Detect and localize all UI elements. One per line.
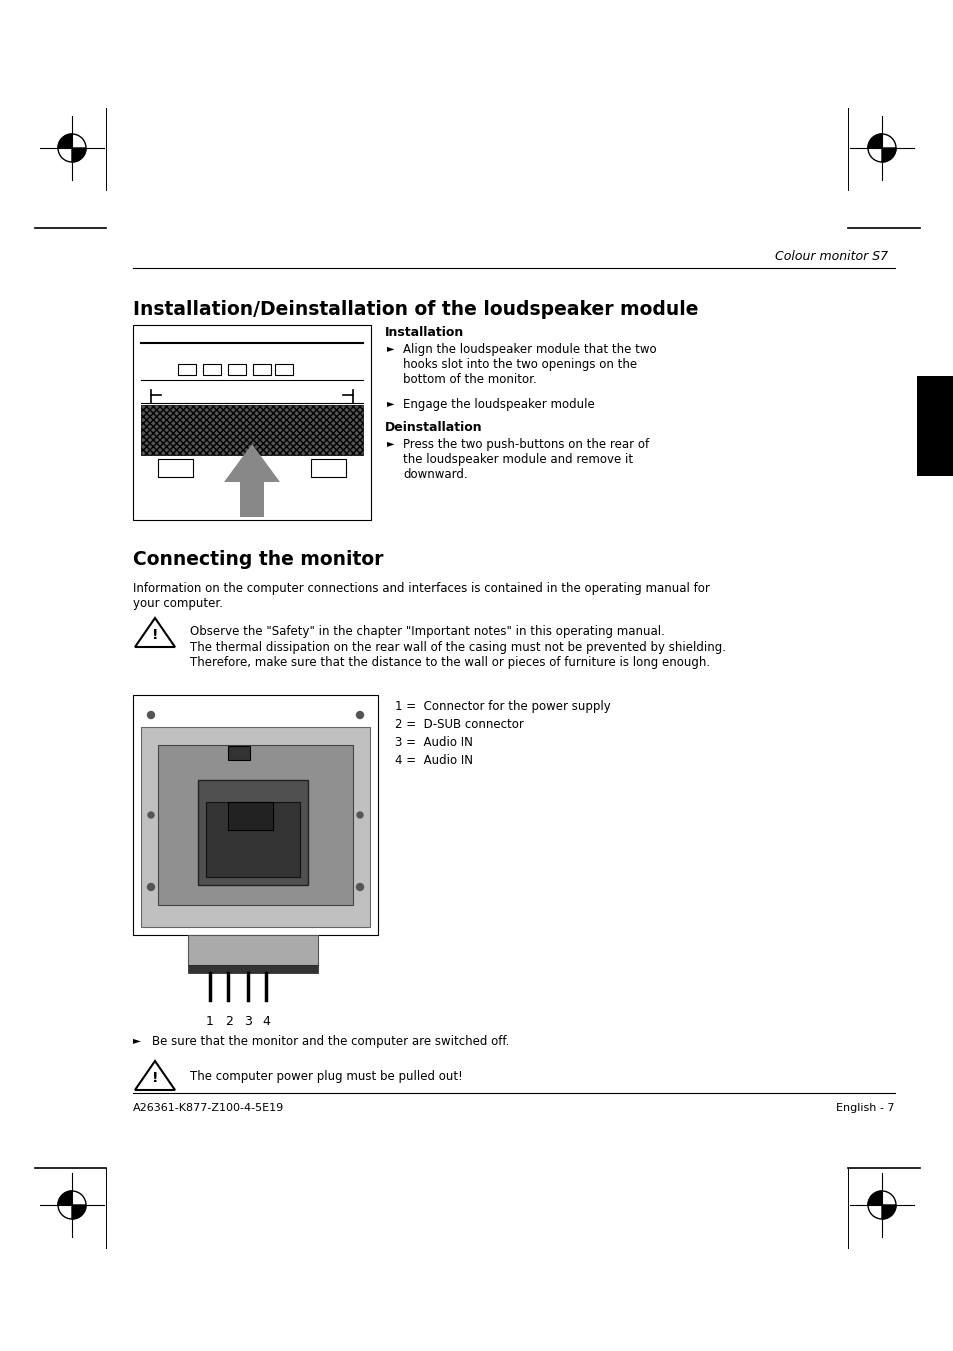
- Text: Information on the computer connections and interfaces is contained in the opera: Information on the computer connections …: [132, 582, 709, 611]
- Polygon shape: [135, 1061, 174, 1090]
- Bar: [158, 744, 353, 905]
- Polygon shape: [882, 1205, 895, 1219]
- Text: ►: ►: [387, 343, 395, 353]
- Polygon shape: [867, 134, 882, 149]
- Polygon shape: [224, 444, 280, 482]
- Bar: [141, 405, 363, 455]
- Bar: [132, 694, 377, 935]
- Text: Press the two push-buttons on the rear of
the loudspeaker module and remove it
d: Press the two push-buttons on the rear o…: [402, 438, 648, 481]
- Text: Connecting the monitor: Connecting the monitor: [132, 550, 383, 569]
- Bar: [206, 802, 299, 877]
- Text: Colour monitor S7: Colour monitor S7: [774, 250, 887, 263]
- Text: Installation/Deinstallation of the loudspeaker module: Installation/Deinstallation of the louds…: [132, 300, 698, 319]
- Text: A26361-K877-Z100-4-5E19: A26361-K877-Z100-4-5E19: [132, 1102, 284, 1113]
- Bar: [240, 477, 264, 517]
- Text: Installation: Installation: [385, 326, 464, 339]
- Text: !: !: [152, 628, 158, 642]
- Circle shape: [356, 884, 363, 890]
- Text: 4: 4: [262, 1015, 270, 1028]
- Polygon shape: [71, 1205, 86, 1219]
- Polygon shape: [135, 617, 174, 647]
- Bar: [916, 376, 953, 476]
- Bar: [178, 363, 195, 376]
- Circle shape: [148, 812, 153, 817]
- Text: ►: ►: [132, 1035, 141, 1046]
- Bar: [132, 326, 371, 520]
- Bar: [228, 746, 250, 761]
- Polygon shape: [58, 134, 71, 149]
- Text: 4 =  Audio IN: 4 = Audio IN: [395, 754, 473, 767]
- Bar: [188, 935, 317, 965]
- Text: Be sure that the monitor and the computer are switched off.: Be sure that the monitor and the compute…: [152, 1035, 509, 1048]
- Text: 1 =  Connector for the power supply: 1 = Connector for the power supply: [395, 700, 610, 713]
- Text: English - 7: English - 7: [836, 1102, 894, 1113]
- Bar: [253, 363, 271, 376]
- Circle shape: [356, 812, 363, 817]
- Text: 3: 3: [244, 1015, 252, 1028]
- Text: 2: 2: [225, 1015, 233, 1028]
- Polygon shape: [867, 1192, 882, 1205]
- Polygon shape: [882, 149, 895, 162]
- Bar: [188, 965, 317, 973]
- Bar: [274, 363, 293, 376]
- Circle shape: [148, 712, 154, 719]
- Text: The computer power plug must be pulled out!: The computer power plug must be pulled o…: [190, 1070, 462, 1084]
- Text: 3 =  Audio IN: 3 = Audio IN: [395, 736, 473, 748]
- Bar: [141, 727, 370, 927]
- Text: 1: 1: [206, 1015, 213, 1028]
- Text: ►: ►: [387, 438, 395, 449]
- Bar: [228, 363, 246, 376]
- Text: Observe the "Safety" in the chapter "Important notes" in this operating manual.: Observe the "Safety" in the chapter "Imp…: [190, 626, 664, 638]
- Bar: [158, 459, 193, 477]
- Bar: [228, 802, 273, 830]
- Text: !: !: [152, 1071, 158, 1085]
- Circle shape: [148, 884, 154, 890]
- Text: ►: ►: [387, 399, 395, 408]
- Bar: [203, 363, 221, 376]
- Text: Align the loudspeaker module that the two
hooks slot into the two openings on th: Align the loudspeaker module that the tw…: [402, 343, 656, 386]
- Bar: [311, 459, 346, 477]
- Polygon shape: [71, 149, 86, 162]
- Text: Deinstallation: Deinstallation: [385, 422, 482, 434]
- Circle shape: [356, 712, 363, 719]
- Text: The thermal dissipation on the rear wall of the casing must not be prevented by : The thermal dissipation on the rear wall…: [190, 640, 725, 669]
- Text: 2 =  D-SUB connector: 2 = D-SUB connector: [395, 717, 523, 731]
- Text: Engage the loudspeaker module: Engage the loudspeaker module: [402, 399, 594, 411]
- Polygon shape: [58, 1192, 71, 1205]
- Bar: [198, 780, 308, 885]
